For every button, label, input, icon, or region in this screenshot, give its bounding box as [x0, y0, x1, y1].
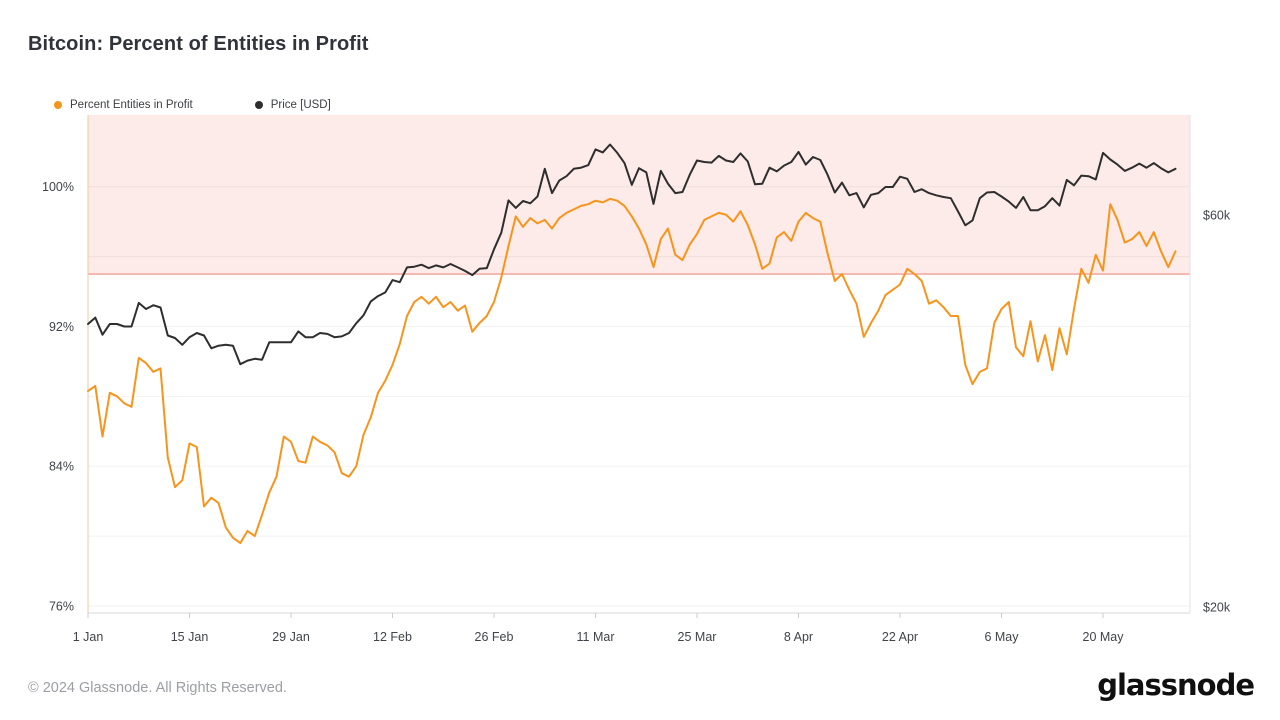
legend-item-price[interactable]: Price [USD]	[254, 99, 331, 111]
x-tick-label: 25 Mar	[678, 630, 717, 644]
x-tick-label: 1 Jan	[73, 630, 104, 644]
x-tick-label: 6 May	[984, 630, 1019, 644]
x-tick-label: 8 Apr	[784, 630, 813, 644]
y-tick-label-left: 84%	[49, 460, 74, 474]
y-tick-label-right: $20k	[1203, 601, 1231, 615]
price-line	[87, 143, 1177, 366]
page-title: Bitcoin: Percent of Entities in Profit	[28, 33, 369, 55]
x-tick-label: 11 Mar	[577, 630, 615, 644]
percent-entities-line	[87, 197, 1177, 545]
x-tick-label: 29 Jan	[272, 630, 310, 644]
legend-swatch-orange-icon	[54, 101, 62, 109]
x-tick-label: 22 Apr	[882, 630, 918, 644]
x-tick-label: 12 Feb	[373, 630, 412, 644]
y-tick-label-right: $60k	[1203, 209, 1231, 223]
legend-label-price: Price [USD]	[270, 99, 331, 111]
legend-item-percent-entities[interactable]: Percent Entities in Profit	[54, 99, 193, 111]
profit-band	[88, 115, 1190, 275]
copyright-text: © 2024 Glassnode. All Rights Reserved.	[28, 680, 287, 696]
x-tick-label: 20 May	[1083, 630, 1125, 644]
x-tick-label: 15 Jan	[171, 630, 209, 644]
legend-label-percent-entities: Percent Entities in Profit	[70, 99, 193, 111]
x-tick-label: 26 Feb	[475, 630, 514, 644]
y-tick-label-left: 100%	[42, 180, 74, 194]
y-tick-label-left: 92%	[49, 320, 74, 334]
glassnode-logo: glassnode	[1097, 668, 1255, 702]
legend-swatch-black-icon	[254, 101, 263, 109]
chart-legend: Percent Entities in Profit Price [USD]	[54, 99, 331, 111]
y-tick-label-left: 76%	[49, 599, 74, 613]
